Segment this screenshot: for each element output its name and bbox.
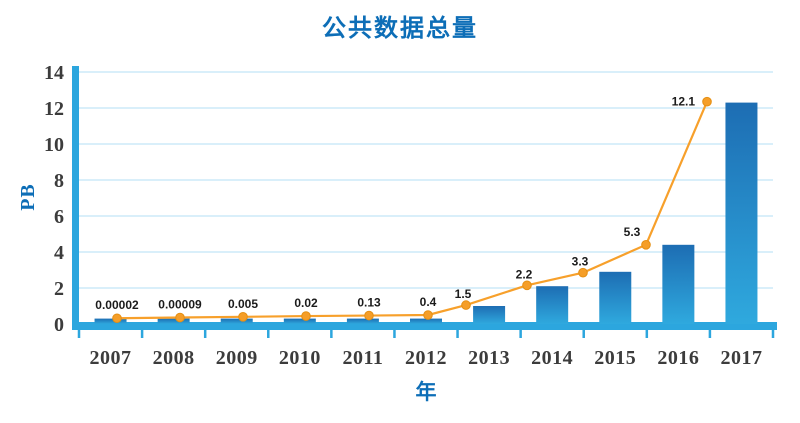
y-tick-label-4: 4 [54,242,64,264]
y-tick-label-12: 12 [44,98,64,120]
value-label-2017: 12.1 [672,95,696,109]
bar-2011 [346,318,379,324]
x-tick-label-2008: 2008 [153,347,195,369]
x-tick-label-2012: 2012 [405,347,447,369]
x-axis-title: 年 [415,381,437,404]
x-tick-9 [645,330,649,338]
x-tick-11 [771,330,775,338]
value-label-2009: 0.005 [228,297,258,311]
y-tick-label-2: 2 [54,278,64,300]
x-tick-label-2016: 2016 [657,347,699,369]
x-tick-label-2009: 2009 [216,347,258,369]
bar-2013 [473,306,506,324]
value-label-2012: 0.4 [420,295,437,309]
x-tick-label-2013: 2013 [468,347,510,369]
bar-2009 [220,318,253,324]
value-label-2013: 1.5 [455,287,472,301]
line-marker-2011 [364,310,374,321]
bar-2007 [94,318,127,324]
x-tick-4 [330,330,333,338]
y-tick-label-6: 6 [54,206,64,228]
value-label-2008: 0.00009 [158,298,202,312]
value-label-2011: 0.13 [357,296,381,310]
line-marker-2009 [238,312,248,322]
x-tick-10 [708,330,712,338]
line-marker-2010 [301,311,311,321]
bar-2016 [662,244,695,324]
line-marker-2016 [641,240,651,250]
y-tick-label-10: 10 [44,134,64,156]
x-tick-label-2017: 2017 [720,347,762,369]
bar-2010 [283,318,316,324]
value-label-2015: 3.3 [572,255,589,269]
value-label-2007: 0.00002 [95,298,139,312]
chart-title: 公共数据总量 [322,15,478,42]
x-tick-3 [267,330,270,338]
bar-2015 [599,271,632,324]
x-tick-label-2010: 2010 [279,347,321,369]
value-label-2016: 5.3 [624,225,641,239]
x-tick-2 [203,330,207,338]
bar-2012 [410,318,442,324]
x-tick-8 [582,330,585,338]
x-tick-label-2014: 2014 [531,347,573,369]
x-tick-label-2007: 2007 [90,347,132,369]
bar-2008 [157,318,190,324]
x-tick-5 [393,330,396,338]
line-marker-2017 [702,96,712,107]
x-tick-6 [456,330,459,338]
line-marker-2012 [423,310,433,320]
y-tick-label-8: 8 [54,170,64,192]
x-tick-0 [77,330,81,338]
y-tick-label-14: 14 [44,62,64,84]
x-tick-7 [519,330,522,338]
y-tick-label-0: 0 [54,314,64,336]
value-label-2010: 0.02 [294,296,318,310]
x-tick-1 [140,330,144,338]
line-marker-2014 [522,280,532,291]
y-axis-line [72,66,79,330]
line-marker-2015 [578,267,588,278]
line-marker-2008 [175,312,185,323]
value-label-2014: 2.2 [516,267,533,281]
x-axis-line [72,322,777,330]
bar-2017 [725,102,758,324]
x-tick-label-2015: 2015 [594,347,636,369]
line-marker-2013 [461,300,471,310]
x-tick-label-2011: 2011 [342,347,383,369]
bar-2014 [536,286,569,324]
line-marker-2007 [112,313,122,324]
